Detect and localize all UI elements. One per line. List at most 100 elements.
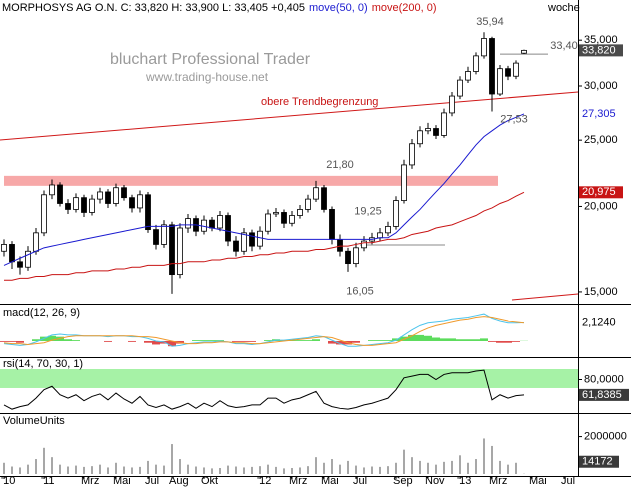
histogram-bar xyxy=(464,339,472,341)
rsi-band xyxy=(0,369,578,388)
candle-body xyxy=(425,128,431,132)
candle-body xyxy=(1,244,7,252)
candle-body xyxy=(121,187,127,199)
candle-body xyxy=(185,218,191,229)
histogram-bar xyxy=(496,340,504,343)
volume-bar xyxy=(179,459,181,474)
volume-bar xyxy=(67,466,69,474)
histogram-bar xyxy=(312,339,320,341)
volume-bar xyxy=(131,467,133,474)
volume-bar xyxy=(211,468,213,474)
volume-bar xyxy=(323,462,325,474)
candle-body xyxy=(73,197,79,210)
candle-body xyxy=(17,261,23,268)
candle-body xyxy=(385,226,391,234)
histogram-bar xyxy=(248,340,256,342)
histogram-bar xyxy=(64,339,72,341)
volume-bar xyxy=(475,459,477,474)
watermark: bluchart Professional Trader xyxy=(110,51,311,68)
volume-bar xyxy=(139,466,141,474)
candle-body xyxy=(97,191,103,200)
volume-bar xyxy=(371,466,373,474)
volume-bar xyxy=(499,460,501,474)
histogram-bar xyxy=(336,340,344,345)
histogram-bar xyxy=(48,335,56,341)
candle-body xyxy=(377,232,383,239)
value-label: 2,1240 xyxy=(582,316,616,328)
histogram-bar xyxy=(264,340,272,341)
candle-body xyxy=(345,250,351,265)
candle-body xyxy=(329,209,335,240)
histogram-bar xyxy=(472,339,480,341)
volume-bar xyxy=(235,466,237,474)
panel-title: macd(12, 26, 9) xyxy=(3,307,80,319)
value-label: 20,975 xyxy=(582,186,616,198)
histogram-bar xyxy=(432,337,440,341)
panel-title: VolumeUnits xyxy=(3,415,65,427)
candle-body xyxy=(33,232,39,252)
candle-body xyxy=(489,38,495,95)
candle-body xyxy=(129,197,135,209)
candle-body xyxy=(257,230,263,247)
volume-bar xyxy=(275,466,277,474)
volume-bar xyxy=(379,466,381,474)
histogram-bar xyxy=(32,339,40,341)
histogram-bar xyxy=(152,340,160,345)
volume-bar xyxy=(259,466,261,474)
x-tick-label: Mai xyxy=(113,475,131,487)
value-label: 33,820 xyxy=(582,44,616,56)
candle-body xyxy=(417,130,423,145)
histogram-bar xyxy=(144,340,152,343)
candle-body xyxy=(305,198,311,210)
volume-bar xyxy=(187,464,189,474)
volume-bar xyxy=(147,460,149,474)
value-label-box xyxy=(579,186,623,199)
volume-bar xyxy=(99,464,101,474)
y-tick-label: 2000000 xyxy=(584,430,627,442)
volume-bar xyxy=(27,464,29,474)
volume-bar xyxy=(195,466,197,474)
candle-body xyxy=(353,247,359,265)
candle-body xyxy=(273,212,279,215)
volume-bar xyxy=(243,467,245,474)
x-tick-label: Mrz xyxy=(81,475,99,487)
x-tick-label: Jul xyxy=(145,475,159,487)
series-line xyxy=(3,113,525,266)
histogram-bar xyxy=(296,340,304,341)
annotation: 19,25 xyxy=(354,206,382,218)
candle-body xyxy=(225,215,231,242)
volume-bar xyxy=(219,468,221,474)
candle-body xyxy=(153,229,159,245)
volume-bar xyxy=(331,459,333,474)
volume-bar xyxy=(227,465,229,474)
candle-body xyxy=(473,55,479,72)
candle-body xyxy=(49,184,55,196)
period-label: woche xyxy=(547,2,580,14)
volume-bar xyxy=(427,462,429,474)
x-tick-label: '11 xyxy=(41,475,55,487)
annotation: 33,40 xyxy=(550,40,578,52)
volume-bar xyxy=(3,462,5,474)
candle-body xyxy=(361,240,367,249)
y-tick-label: 35,000 xyxy=(584,34,618,46)
x-tick-label: Mrz xyxy=(489,475,507,487)
volume-bar xyxy=(107,467,109,474)
annotation: 21,80 xyxy=(326,159,354,171)
histogram-bar xyxy=(368,340,376,341)
volume-bar xyxy=(339,464,341,474)
candle-body xyxy=(441,112,447,136)
volume-bar xyxy=(35,459,37,474)
x-tick-label: Aug xyxy=(169,475,189,487)
value-label: 27,305 xyxy=(582,108,616,120)
trend-line xyxy=(511,293,579,301)
histogram-bar xyxy=(200,340,208,341)
histogram-bar xyxy=(16,340,24,343)
volume-bar xyxy=(387,466,389,474)
volume-bar xyxy=(51,457,53,474)
candle-body xyxy=(177,227,183,276)
candle-body xyxy=(457,79,463,97)
candle-body xyxy=(337,239,343,252)
histogram-bar xyxy=(376,340,384,341)
